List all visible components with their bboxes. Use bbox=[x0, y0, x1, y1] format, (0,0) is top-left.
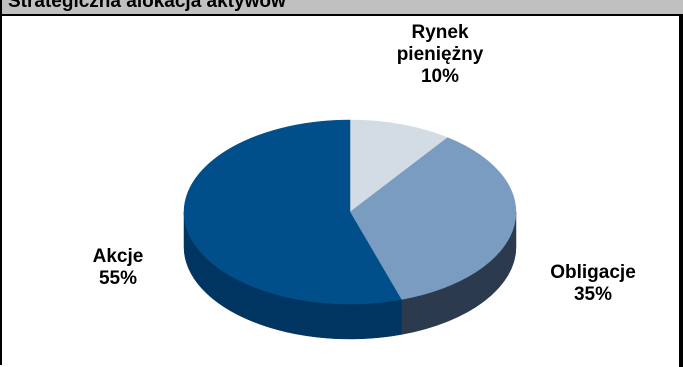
pie-slice-akcje bbox=[183, 119, 402, 305]
slice-label-line: Akcje bbox=[92, 246, 144, 267]
right-border bbox=[679, 14, 683, 367]
slice-value-label: 35% bbox=[573, 284, 613, 305]
pie-top bbox=[183, 119, 517, 305]
slice-value-label: 10% bbox=[420, 66, 460, 87]
slice-label-rynek-pieniezny: Rynek pieniężny 10% bbox=[385, 22, 495, 88]
slice-label-line: pieniężny bbox=[396, 44, 484, 65]
slice-label-line: Obligacje bbox=[550, 262, 636, 283]
pie-slice-rynek-pieniezny bbox=[349, 119, 449, 213]
slice-label-akcje: Akcje 55% bbox=[78, 246, 158, 290]
slice-label-line: Rynek bbox=[411, 22, 469, 43]
chart-title: Strategiczna alokacja aktywów bbox=[8, 0, 286, 12]
slice-value-label: 55% bbox=[98, 268, 138, 289]
pie-slice-obligacje bbox=[349, 137, 517, 300]
title-bar: Strategiczna alokacja aktywów bbox=[2, 0, 683, 16]
slice-label-obligacje: Obligacje 35% bbox=[538, 262, 648, 306]
